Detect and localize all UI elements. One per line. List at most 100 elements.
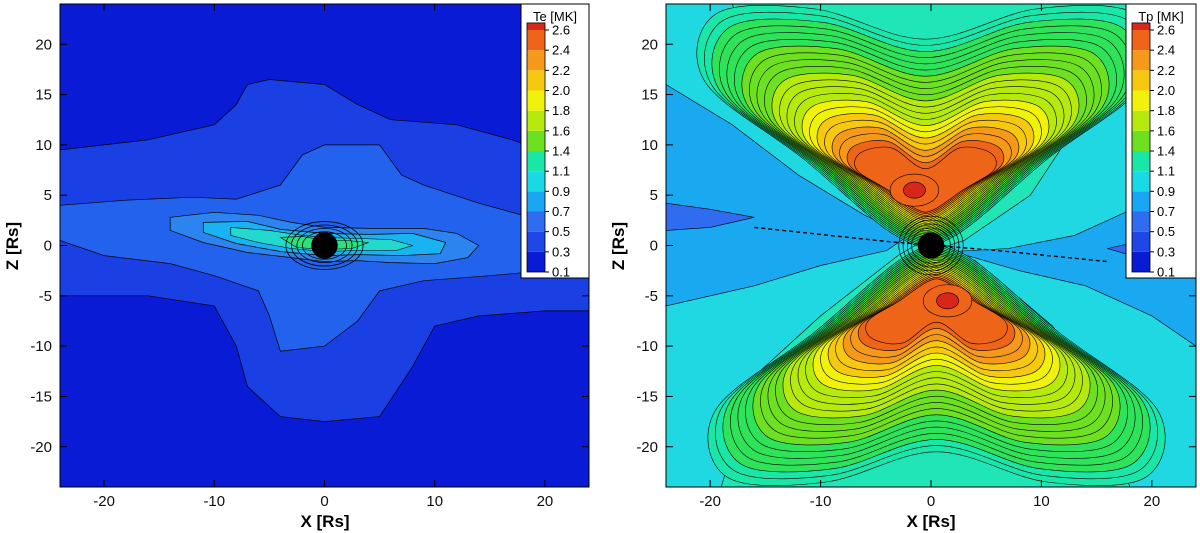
colorbar-label: 2.2 bbox=[552, 63, 570, 78]
colorbar-label: 0.3 bbox=[1157, 244, 1175, 259]
colorbar-band bbox=[1132, 110, 1150, 131]
tp-contour-level bbox=[666, 202, 755, 231]
y-tick-label: 0 bbox=[44, 238, 52, 255]
colorbar-label: 2.4 bbox=[552, 43, 570, 58]
te-axis-ticks: -20 -10 0 10 20 -20 -15 -10 -5 0 5 10 15 20 bbox=[30, 4, 589, 510]
colorbar-label: 1.8 bbox=[1157, 103, 1175, 118]
colorbar-band bbox=[1132, 191, 1150, 212]
tp-contour-level bbox=[953, 144, 1196, 347]
tp-x-axis-title: X [Rs] bbox=[906, 512, 955, 531]
colorbar-label: 1.1 bbox=[1157, 164, 1175, 179]
colorbar-band bbox=[527, 211, 545, 232]
te-contour-ring bbox=[285, 221, 364, 270]
colorbar-title: Te [MK] bbox=[533, 9, 577, 24]
colorbar-band bbox=[527, 251, 545, 272]
y-tick-label: 5 bbox=[650, 187, 658, 204]
y-tick-label: 15 bbox=[35, 87, 52, 104]
y-tick-label: 15 bbox=[641, 87, 658, 104]
y-tick-label: -20 bbox=[30, 439, 52, 456]
te-contour-ring bbox=[302, 231, 347, 260]
x-tick-label: -20 bbox=[93, 493, 115, 510]
tp-contour-ring bbox=[902, 219, 960, 272]
tp-current-sheet bbox=[754, 226, 1108, 263]
colorbar-label: 2.6 bbox=[552, 23, 570, 38]
y-tick-label: -15 bbox=[30, 388, 52, 405]
x-tick-label: 10 bbox=[426, 493, 443, 510]
colorbar-label: 2.2 bbox=[1157, 63, 1175, 78]
x-tick-label: -10 bbox=[203, 493, 225, 510]
colorbar-label: 0.5 bbox=[552, 224, 570, 239]
te-contour-field bbox=[60, 4, 589, 487]
colorbar-band bbox=[527, 70, 545, 91]
colorbar-band bbox=[1132, 22, 1150, 30]
colorbar-label: 2.0 bbox=[1157, 83, 1175, 98]
colorbar-label: 0.9 bbox=[552, 184, 570, 199]
y-tick-label: -5 bbox=[39, 288, 52, 305]
y-tick-label: 10 bbox=[35, 137, 52, 154]
tp-panel: -20 -10 0 10 20 -20 -15 -10 -5 0 5 10 15 20 X [Rs] Z … bbox=[609, 3, 1197, 531]
colorbar-label: 0.1 bbox=[552, 265, 570, 280]
tp-contour-ring bbox=[911, 227, 951, 264]
colorbar-label: 0.9 bbox=[1157, 184, 1175, 199]
te-panel: -20 -10 0 10 20 -20 -15 -10 -5 0 5 10 15 20 X [Rs] Z … bbox=[3, 3, 590, 531]
colorbar-band bbox=[1132, 251, 1150, 272]
te-contour-ring bbox=[296, 227, 353, 264]
te-x-axis-title: X [Rs] bbox=[300, 512, 349, 531]
colorbar-label: 1.8 bbox=[552, 103, 570, 118]
y-tick-label: 20 bbox=[641, 36, 658, 53]
colorbar-label: 1.6 bbox=[1157, 123, 1175, 138]
colorbar-band bbox=[527, 151, 545, 172]
colorbar-frame bbox=[1131, 22, 1151, 273]
y-tick-label: -10 bbox=[636, 338, 658, 355]
tp-axis-ticks: -20 -10 0 10 20 -20 -15 -10 -5 0 5 10 15 20 bbox=[636, 4, 1196, 510]
tp-y-axis-title: Z [Rs] bbox=[609, 222, 628, 270]
x-tick-label: 20 bbox=[537, 493, 554, 510]
te-colorbar: Te [MK] 0.1 0.3 0.5 0.7 0.9 1.1 1.4 1.6 1.8 2.0 2.2… bbox=[520, 3, 590, 280]
colorbar-band bbox=[527, 50, 545, 71]
tp-contour-ring bbox=[906, 223, 956, 268]
y-tick-label: 20 bbox=[35, 36, 52, 53]
tp-colorbar: Tp [MK] 0.1 0.3 0.5 0.7 0.9 1.1 1.4 1.6 1.8 2.0 2.2… bbox=[1125, 3, 1197, 280]
colorbar-band bbox=[1132, 151, 1150, 172]
colorbar-band bbox=[527, 22, 545, 30]
tp-hotspot-core bbox=[936, 292, 959, 310]
colorbar-band bbox=[1132, 211, 1150, 232]
colorbar-band bbox=[1132, 231, 1150, 252]
colorbar-band bbox=[527, 231, 545, 252]
y-tick-label: -5 bbox=[645, 288, 658, 305]
colorbar-band bbox=[527, 130, 545, 151]
colorbar-band bbox=[1132, 171, 1150, 192]
x-tick-label: 0 bbox=[320, 493, 328, 510]
y-tick-label: -20 bbox=[636, 439, 658, 456]
colorbar-label: 0.3 bbox=[552, 244, 570, 259]
colorbar-band bbox=[1132, 90, 1150, 111]
colorbar-label: 2.6 bbox=[1157, 23, 1175, 38]
colorbar-band bbox=[527, 90, 545, 111]
colorbar-band bbox=[1132, 50, 1150, 71]
tp-contour-ring bbox=[898, 215, 964, 276]
tp-contour-level bbox=[666, 84, 910, 307]
colorbar-band bbox=[527, 30, 545, 51]
colorbar-band bbox=[1132, 130, 1150, 151]
colorbar-band bbox=[1132, 30, 1150, 51]
x-tick-label: -20 bbox=[699, 493, 721, 510]
colorbar-label: 1.4 bbox=[1157, 144, 1175, 159]
colorbar-label: 1.4 bbox=[552, 144, 570, 159]
te-y-axis-title: Z [Rs] bbox=[3, 222, 22, 270]
colorbar-label: 0.1 bbox=[1157, 265, 1175, 280]
y-tick-label: 0 bbox=[650, 238, 658, 255]
y-tick-label: -15 bbox=[636, 388, 658, 405]
colorbar-title: Tp [MK] bbox=[1138, 9, 1184, 24]
colorbar-label: 0.7 bbox=[1157, 204, 1175, 219]
y-tick-label: -10 bbox=[30, 338, 52, 355]
te-contour-ring bbox=[291, 224, 358, 267]
x-tick-label: -10 bbox=[810, 493, 832, 510]
colorbar-label: 1.1 bbox=[552, 164, 570, 179]
x-tick-label: 20 bbox=[1143, 493, 1160, 510]
te-occulter-disk bbox=[311, 232, 338, 259]
colorbar-band bbox=[527, 110, 545, 131]
colorbar-band bbox=[1132, 70, 1150, 91]
tp-hotspot-core bbox=[903, 181, 926, 199]
colorbar-label: 0.5 bbox=[1157, 224, 1175, 239]
